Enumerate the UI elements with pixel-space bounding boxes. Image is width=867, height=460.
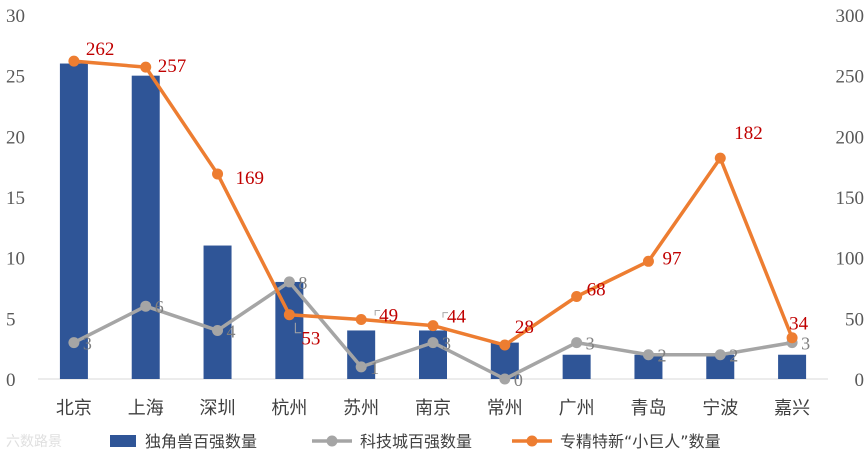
left-axis-tick: 25 bbox=[6, 67, 25, 88]
category-label: 杭州 bbox=[271, 398, 307, 419]
little-giant-data-label: 97 bbox=[662, 248, 681, 269]
little-giant-line bbox=[73, 59, 794, 347]
tech-city-point bbox=[427, 337, 439, 349]
tech-city-data-label: 8 bbox=[298, 273, 307, 293]
little-giant-point bbox=[68, 55, 80, 67]
little-giant-point bbox=[283, 309, 295, 321]
tech-city-data-label: 3 bbox=[83, 334, 92, 354]
bar bbox=[562, 354, 591, 379]
right-axis-tick: 0 bbox=[855, 370, 865, 391]
tech-city-point bbox=[68, 337, 80, 349]
little-giant-data-label: 169 bbox=[236, 168, 265, 189]
little-giant-point bbox=[499, 339, 511, 351]
legend-swatch-marker bbox=[526, 435, 538, 447]
bar bbox=[778, 354, 807, 379]
tech-city-point bbox=[140, 300, 152, 312]
little-giant-data-label: 44 bbox=[447, 307, 467, 328]
little-giant-point bbox=[714, 152, 726, 164]
little-giant-point bbox=[642, 255, 654, 267]
right-axis-tick: 300 bbox=[836, 6, 865, 27]
tech-city-data-label: 3 bbox=[801, 334, 810, 354]
bar bbox=[131, 75, 160, 380]
little-giant-point bbox=[786, 332, 798, 344]
label-leader bbox=[294, 322, 302, 334]
tech-city-data-label: 4 bbox=[227, 321, 236, 341]
tech-city-point bbox=[499, 373, 511, 385]
little-giant-point bbox=[571, 290, 583, 302]
label-leader bbox=[374, 310, 381, 316]
category-label: 深圳 bbox=[200, 398, 236, 419]
legend-label: 科技城百强数量 bbox=[360, 432, 472, 451]
right-axis-tick: 250 bbox=[836, 67, 865, 88]
bar bbox=[59, 63, 88, 380]
tech-city-data-label: 2 bbox=[729, 346, 738, 366]
left-axis-tick: 15 bbox=[6, 188, 25, 209]
category-label: 嘉兴 bbox=[774, 398, 810, 419]
category-label: 南京 bbox=[415, 398, 451, 419]
tech-city-data-label: 6 bbox=[155, 297, 164, 317]
tech-city-point bbox=[355, 361, 367, 373]
right-axis-tick: 200 bbox=[836, 127, 865, 148]
tech-city-data-label: 1 bbox=[370, 358, 379, 378]
tech-city-data-label: 3 bbox=[586, 334, 595, 354]
category-label: 常州 bbox=[487, 398, 523, 419]
legend-swatch-bar bbox=[110, 435, 136, 447]
left-axis-tick: 0 bbox=[6, 370, 16, 391]
legend-swatch-marker bbox=[326, 435, 338, 447]
left-axis-tick: 20 bbox=[6, 127, 25, 148]
little-giant-data-label: 257 bbox=[158, 56, 187, 77]
label-leader bbox=[442, 312, 448, 318]
right-axis-tick: 100 bbox=[836, 249, 865, 270]
little-giant-data-label: 262 bbox=[86, 39, 115, 60]
little-giant-point bbox=[355, 314, 367, 326]
tech-city-point bbox=[714, 349, 726, 361]
little-giant-point bbox=[140, 61, 152, 73]
tech-city-data-label: 3 bbox=[442, 334, 451, 354]
category-label: 苏州 bbox=[343, 398, 379, 419]
tech-city-data-label: 0 bbox=[514, 370, 523, 390]
category-label: 北京 bbox=[56, 398, 92, 419]
left-axis-tick: 10 bbox=[6, 249, 25, 270]
little-giant-point bbox=[427, 320, 439, 332]
little-giant-data-label: 28 bbox=[515, 317, 534, 338]
bar bbox=[203, 245, 232, 379]
category-label: 青岛 bbox=[630, 398, 666, 419]
category-label: 上海 bbox=[128, 398, 164, 419]
right-axis-tick: 150 bbox=[836, 188, 865, 209]
tech-city-point bbox=[642, 349, 654, 361]
little-giant-data-label: 34 bbox=[789, 314, 809, 335]
tech-city-point bbox=[571, 337, 583, 349]
tech-city-point bbox=[212, 324, 224, 336]
little-giant-data-label: 182 bbox=[734, 123, 763, 144]
left-axis-tick: 5 bbox=[6, 309, 16, 330]
left-axis-tick: 30 bbox=[6, 6, 25, 27]
watermark-text: 六数路景 bbox=[6, 434, 62, 450]
little-giant-data-label: 53 bbox=[301, 329, 320, 350]
category-label: 广州 bbox=[559, 398, 595, 419]
little-giant-point bbox=[212, 168, 224, 180]
little-giant-data-label: 68 bbox=[587, 279, 606, 300]
legend-label: 独角兽百强数量 bbox=[145, 432, 257, 451]
category-label: 宁波 bbox=[702, 398, 738, 419]
right-axis-tick: 50 bbox=[845, 309, 864, 330]
little-giant-data-label: 49 bbox=[379, 306, 398, 327]
legend-label: 专精特新“小巨人”数量 bbox=[560, 432, 721, 451]
tech-city-data-label: 2 bbox=[657, 346, 666, 366]
tech-city-point bbox=[283, 276, 295, 288]
